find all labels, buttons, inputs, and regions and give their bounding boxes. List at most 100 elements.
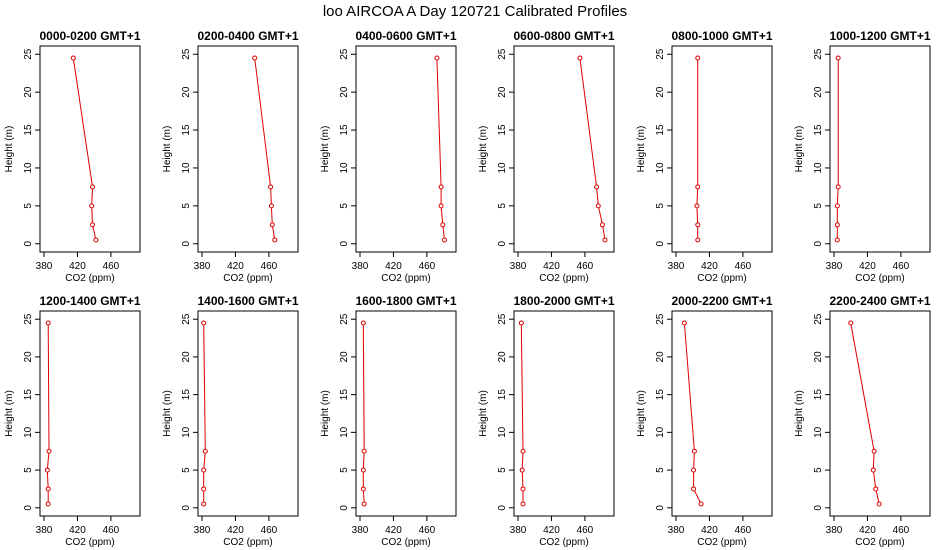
plot-frame bbox=[197, 310, 299, 517]
panel-11: 2000-2200 GMT+1 380 420 460 0 5 10 15 20 25 CO2 (p… bbox=[636, 294, 773, 548]
profile-line bbox=[72, 57, 97, 241]
panel-title: 1200-1400 GMT+1 bbox=[39, 294, 140, 308]
data-point bbox=[441, 237, 447, 243]
x-tick-label: 380 bbox=[510, 261, 527, 272]
data-point bbox=[438, 184, 444, 190]
y-tick-label: 10 bbox=[181, 426, 192, 438]
data-point bbox=[876, 501, 882, 507]
panel-5: 0800-1000 GMT+1 380 420 460 0 5 10 15 20 25 CO2 (p… bbox=[636, 29, 773, 284]
y-tick-label: 0 bbox=[497, 505, 508, 511]
x-tick-label: 380 bbox=[510, 525, 527, 536]
data-point bbox=[45, 501, 51, 507]
y-axis-label: Height (m) bbox=[478, 126, 489, 173]
panel-1: 0000-0200 GMT+1 380 420 460 0 5 10 15 20 25 CO2 (p… bbox=[4, 29, 141, 284]
x-tick-label: 380 bbox=[36, 525, 53, 536]
panel-title: 1400-1600 GMT+1 bbox=[197, 294, 298, 308]
x-tick-label: 460 bbox=[261, 525, 278, 536]
y-tick-label: 15 bbox=[655, 124, 666, 136]
y-tick-label: 5 bbox=[339, 467, 350, 473]
data-point bbox=[873, 486, 879, 492]
panel-title: 0600-0800 GMT+1 bbox=[513, 29, 614, 43]
y-tick-label: 10 bbox=[655, 426, 666, 438]
x-tick-label: 380 bbox=[352, 261, 369, 272]
y-tick-label: 10 bbox=[339, 426, 350, 438]
figure-title: loo AIRCOA A Day 120721 Calibrated Profi… bbox=[323, 3, 627, 20]
plot-frame bbox=[355, 45, 457, 253]
x-tick-label: 460 bbox=[103, 525, 120, 536]
y-tick-label: 5 bbox=[181, 203, 192, 209]
data-point bbox=[361, 448, 367, 454]
y-tick-label: 5 bbox=[181, 467, 192, 473]
y-tick-label: 0 bbox=[339, 505, 350, 511]
y-tick-label: 25 bbox=[181, 48, 192, 60]
plot-frame bbox=[39, 45, 141, 253]
profile-line bbox=[683, 322, 702, 505]
profile-line bbox=[696, 58, 699, 240]
panel-8: 1400-1600 GMT+1 380 420 460 0 5 10 15 20 25 CO2 (p… bbox=[162, 294, 299, 548]
y-axis-label: Height (m) bbox=[320, 390, 331, 437]
data-point bbox=[268, 203, 274, 209]
x-tick-label: 420 bbox=[385, 261, 402, 272]
y-tick-label: 20 bbox=[813, 86, 824, 98]
data-point bbox=[695, 184, 701, 190]
panel-2: 0200-0400 GMT+1 380 420 460 0 5 10 15 20 25 CO2 (p… bbox=[162, 29, 299, 284]
y-tick-label: 0 bbox=[655, 505, 666, 511]
y-tick-label: 25 bbox=[655, 313, 666, 325]
data-point bbox=[90, 222, 96, 228]
data-point bbox=[520, 448, 526, 454]
x-tick-label: 420 bbox=[385, 525, 402, 536]
y-tick-label: 0 bbox=[655, 241, 666, 247]
x-tick-label: 460 bbox=[419, 261, 436, 272]
y-tick-label: 0 bbox=[339, 241, 350, 247]
y-tick-label: 20 bbox=[655, 351, 666, 363]
panel-title: 0000-0200 GMT+1 bbox=[39, 29, 140, 43]
profile-line bbox=[203, 322, 206, 504]
data-point bbox=[835, 184, 841, 190]
panel-title: 0800-1000 GMT+1 bbox=[671, 29, 772, 43]
data-point bbox=[518, 320, 524, 326]
profile-line bbox=[836, 58, 839, 240]
y-tick-label: 15 bbox=[813, 124, 824, 136]
y-tick-label: 15 bbox=[655, 389, 666, 401]
profile-line bbox=[436, 57, 445, 241]
data-point bbox=[695, 237, 701, 243]
y-tick-label: 15 bbox=[181, 389, 192, 401]
data-point bbox=[519, 467, 525, 473]
x-tick-label: 380 bbox=[352, 525, 369, 536]
y-tick-label: 20 bbox=[23, 351, 34, 363]
panel-title: 0200-0400 GMT+1 bbox=[197, 29, 298, 43]
y-tick-label: 15 bbox=[339, 389, 350, 401]
data-point bbox=[520, 501, 526, 507]
panel-title: 2000-2200 GMT+1 bbox=[671, 294, 772, 308]
profile-line bbox=[362, 322, 365, 505]
profile-line bbox=[579, 57, 606, 241]
data-point bbox=[268, 184, 274, 190]
x-tick-label: 460 bbox=[893, 525, 910, 536]
y-tick-label: 5 bbox=[813, 467, 824, 473]
x-tick-label: 380 bbox=[668, 261, 685, 272]
data-point bbox=[46, 448, 52, 454]
data-point bbox=[440, 222, 446, 228]
data-point bbox=[577, 55, 583, 61]
y-tick-label: 15 bbox=[497, 124, 508, 136]
plot-frame bbox=[671, 310, 773, 517]
x-axis-label: CO2 (ppm) bbox=[381, 273, 430, 284]
panel-10: 1800-2000 GMT+1 380 420 460 0 5 10 15 20 25 CO2 (p… bbox=[478, 294, 615, 548]
x-tick-label: 420 bbox=[227, 525, 244, 536]
data-point bbox=[594, 184, 600, 190]
y-tick-label: 15 bbox=[23, 124, 34, 136]
panel-4: 0600-0800 GMT+1 380 420 460 0 5 10 15 20 25 CO2 (p… bbox=[478, 29, 615, 284]
data-point bbox=[90, 184, 96, 190]
data-point bbox=[70, 55, 76, 61]
x-tick-label: 460 bbox=[577, 525, 594, 536]
y-tick-label: 10 bbox=[813, 162, 824, 174]
x-tick-label: 460 bbox=[103, 261, 120, 272]
data-point bbox=[834, 222, 840, 228]
x-tick-label: 420 bbox=[543, 525, 560, 536]
x-tick-label: 420 bbox=[543, 261, 560, 272]
data-point bbox=[695, 55, 701, 61]
data-point bbox=[520, 486, 526, 492]
data-point bbox=[835, 55, 841, 61]
y-tick-label: 5 bbox=[813, 203, 824, 209]
panel-9: 1600-1800 GMT+1 380 420 460 0 5 10 15 20 25 CO2 (p… bbox=[320, 294, 457, 548]
